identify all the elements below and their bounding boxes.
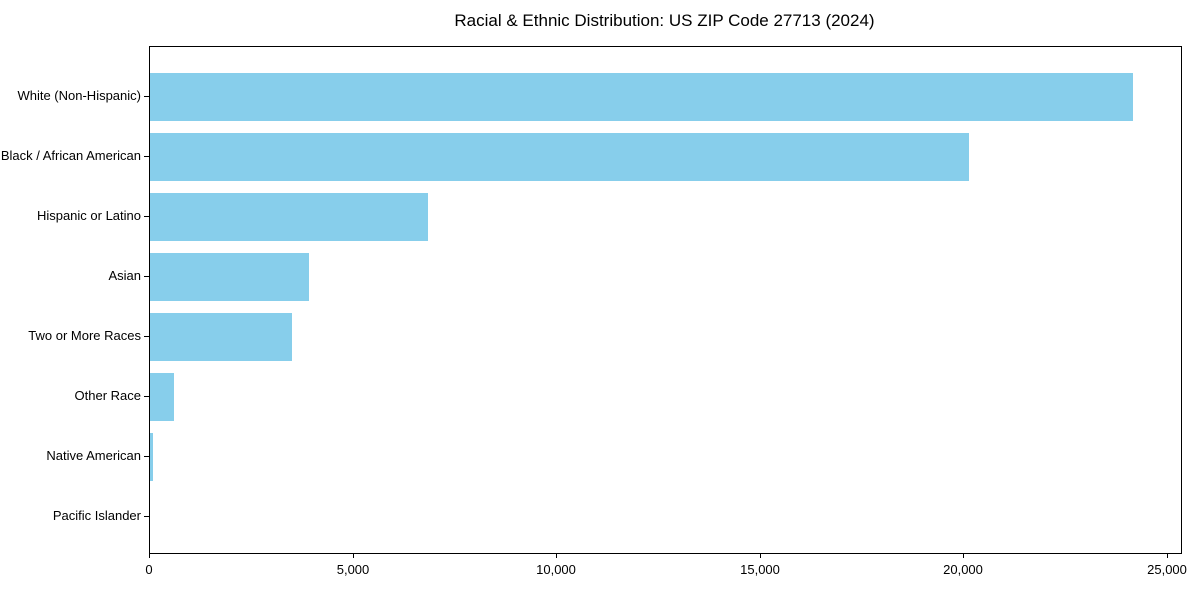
bar (150, 253, 309, 301)
y-tick-label: Two or More Races (28, 328, 141, 343)
y-tick-label: Other Race (74, 388, 141, 403)
y-tick-mark (144, 216, 149, 217)
y-tick-label: Hispanic or Latino (36, 208, 141, 223)
y-tick-mark (144, 456, 149, 457)
y-tick-mark (144, 156, 149, 157)
y-tick-label: Black / African American (0, 148, 141, 163)
x-tick-label: 10,000 (536, 562, 576, 577)
x-tick-label: 20,000 (943, 562, 983, 577)
y-tick-label: Native American (46, 448, 141, 463)
x-tick-label: 0 (145, 562, 153, 577)
bar (150, 193, 428, 241)
x-tick-label: 25,000 (1147, 562, 1187, 577)
y-tick-label: White (Non-Hispanic) (17, 88, 141, 103)
x-tick-mark (149, 553, 150, 558)
bar (150, 133, 969, 181)
y-tick-label: Pacific Islander (52, 508, 141, 523)
y-tick-mark (144, 336, 149, 337)
bar (150, 433, 153, 481)
bar (150, 313, 292, 361)
y-tick-mark (144, 516, 149, 517)
plot-area (149, 46, 1182, 554)
x-tick-mark (963, 553, 964, 558)
y-tick-mark (144, 96, 149, 97)
x-tick-mark (1167, 553, 1168, 558)
bar (150, 73, 1133, 121)
y-tick-mark (144, 276, 149, 277)
y-tick-label: Asian (108, 268, 141, 283)
x-tick-label: 15,000 (740, 562, 780, 577)
chart-title: Racial & Ethnic Distribution: US ZIP Cod… (454, 11, 875, 30)
x-tick-mark (556, 553, 557, 558)
x-tick-mark (353, 553, 354, 558)
x-tick-label: 5,000 (336, 562, 370, 577)
y-tick-mark (144, 396, 149, 397)
bar (150, 373, 174, 421)
x-tick-mark (760, 553, 761, 558)
